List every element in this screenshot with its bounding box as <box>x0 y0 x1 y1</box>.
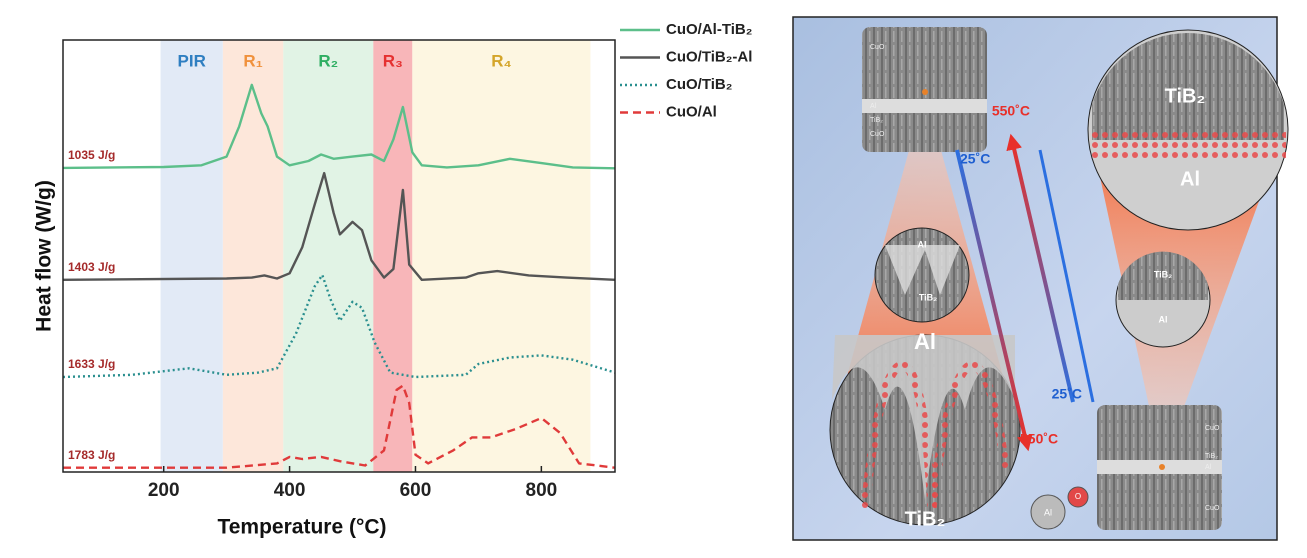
region-label: PIR <box>178 51 206 70</box>
region <box>222 40 284 472</box>
label: Al <box>914 329 936 354</box>
label: CuO <box>870 131 885 138</box>
label: TiB₂ <box>870 117 883 124</box>
series-line <box>62 273 616 379</box>
region <box>412 40 591 472</box>
temperature: 25˚C <box>1052 386 1082 402</box>
annotation: 1783 J/g <box>68 448 115 462</box>
tib2-region <box>1092 32 1284 140</box>
heating-arrow <box>1006 133 1075 403</box>
series-line <box>62 171 616 281</box>
label: TiB₂ <box>1165 85 1206 107</box>
atom <box>1067 486 1089 508</box>
series-line <box>62 83 616 170</box>
annotation: 1633 J/g <box>68 357 115 371</box>
legend-label: CuO/Al <box>666 103 717 120</box>
legend-label: CuO/TiB₂-Al <box>666 48 752 65</box>
label: Al <box>1044 507 1052 517</box>
region-label: R₂ <box>318 51 338 70</box>
label: Al <box>1205 464 1212 471</box>
label: Al <box>1159 314 1168 324</box>
label: Al <box>918 239 927 249</box>
legend-label: CuO/Al-TiB₂ <box>666 21 752 38</box>
chart: Temperature (°C) Heat flow (W/g) PIR R₁ R₂… <box>33 21 753 539</box>
zoom-point <box>922 89 928 95</box>
label: O <box>1075 492 1081 501</box>
heating-arrow <box>955 149 1033 452</box>
annotation: 1403 J/g <box>68 260 115 274</box>
label: Al <box>870 103 877 110</box>
tib2-region <box>1118 251 1208 300</box>
x-axis-label: Temperature (°C) <box>217 516 386 539</box>
reaction-front <box>860 360 937 511</box>
schematic: CuO Al TiB₂ CuO Al TiB₂ Al TiB₂ 25˚C 550… <box>792 16 1289 541</box>
temperature: 550˚C <box>1020 431 1058 447</box>
temperature: 25˚C <box>960 151 990 167</box>
al-layer <box>862 99 987 113</box>
label: CuO <box>1205 505 1220 512</box>
temperature: 550˚C <box>992 103 1030 119</box>
region-label: R₃ <box>383 51 403 70</box>
label: TiB₂ <box>919 292 937 302</box>
region <box>373 40 413 472</box>
reaction-front <box>927 360 1010 511</box>
x-tick-label: 400 <box>274 480 306 501</box>
y-axis-label: Heat flow (W/g) <box>33 180 56 332</box>
label: Al <box>1180 168 1200 190</box>
x-tick-label: 600 <box>400 480 432 501</box>
atom <box>1030 494 1066 530</box>
label: TiB₂ <box>1205 453 1218 460</box>
zoom-point <box>1159 464 1165 470</box>
label: CuO <box>870 44 885 51</box>
plot-frame <box>62 39 616 473</box>
x-tick-label: 200 <box>148 480 180 501</box>
region <box>160 40 223 472</box>
al-region <box>885 245 960 295</box>
region-label: R₄ <box>491 51 511 70</box>
reaction-layer <box>1090 130 1286 162</box>
label: TiB₂ <box>905 508 946 530</box>
region-label: R₁ <box>243 51 262 70</box>
cooling-line <box>1038 149 1095 403</box>
legend-label: CuO/TiB₂ <box>666 76 732 93</box>
label: TiB₂ <box>1154 269 1172 279</box>
x-tick-label: 800 <box>526 480 558 501</box>
annotation: 1035 J/g <box>68 148 115 162</box>
series-line <box>63 384 616 469</box>
label: CuO <box>1205 425 1220 432</box>
